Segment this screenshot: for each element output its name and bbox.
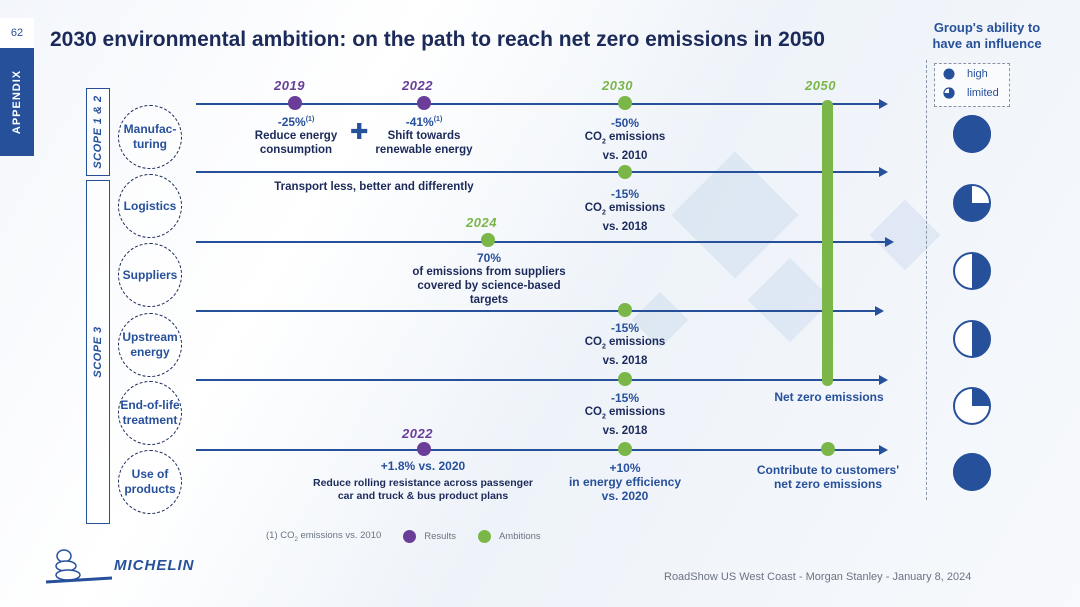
footnote: (1) CO2 emissions vs. 2010 Results Ambit… — [266, 530, 541, 543]
michelin-logo: MICHELIN — [44, 548, 216, 584]
influence-level-icon — [953, 252, 991, 290]
timeline-upstream — [196, 310, 876, 312]
influence-level-icon — [953, 115, 991, 153]
bibendum-icon — [45, 549, 113, 584]
section-label: APPENDIX — [11, 69, 23, 135]
footer-text: RoadShow US West Coast - Morgan Stanley … — [664, 571, 972, 583]
timeline-logistics — [196, 171, 880, 173]
arrow-head — [879, 99, 888, 109]
arrow-head — [879, 167, 888, 177]
influence-level-icon — [953, 387, 991, 425]
ambition-dot — [618, 372, 632, 386]
background-shape — [747, 257, 833, 343]
manufacturing-2019-label: -25%(1) Reduce energy consumption — [254, 115, 338, 156]
influence-level-icon — [953, 184, 991, 222]
influence-level-icon — [953, 453, 991, 491]
influence-title: Group's ability to have an influence — [932, 20, 1042, 51]
manufacturing-2022-label: -41%(1) Shift towards renewable energy — [375, 115, 473, 156]
result-dot — [417, 442, 431, 456]
ambition-dot — [481, 233, 495, 247]
year-2024: 2024 — [466, 215, 497, 230]
influence-legend: high limited — [934, 63, 1010, 107]
arrow-head — [879, 445, 888, 455]
arrow-head — [875, 306, 884, 316]
scope-3-label: SCOPE 3 — [92, 326, 104, 378]
ambitions-legend-dot — [477, 530, 491, 543]
suppliers-2024-label: 70% of emissions from suppliers covered … — [412, 251, 566, 306]
year-2030: 2030 — [602, 78, 633, 93]
legend-limited: limited — [967, 87, 999, 99]
plus-icon: ✚ — [350, 119, 369, 144]
use-2022-label: +1.8% vs. 2020 Reduce rolling resistance… — [312, 459, 533, 502]
logo-wordmark: MICHELIN — [114, 557, 195, 574]
footnote-text: (1) CO2 emissions vs. 2010 — [266, 530, 382, 543]
timeline-manufacturing — [196, 103, 880, 105]
logistics-desc: Transport less, better and differently — [274, 181, 474, 193]
contribute-label: Contribute to customers' net zero emissi… — [756, 463, 900, 491]
results-legend-label: Results — [424, 531, 456, 542]
influence-level-icon — [953, 320, 991, 358]
endoflife-2030-label: -15% CO2 emissions vs. 2018 — [584, 391, 666, 438]
category-manufacturing: Manufac- turing — [118, 105, 182, 169]
result-dot — [417, 96, 431, 110]
net-zero-label: Net zero emissions — [774, 390, 884, 404]
background-shape — [869, 199, 941, 271]
upstream-2030-label: -15% CO2 emissions vs. 2018 — [584, 321, 666, 368]
page-number: 62 — [0, 18, 34, 48]
limited-influence-icon — [943, 87, 955, 99]
ambitions-legend-label: Ambitions — [498, 531, 541, 542]
category-use-of-products: Use of products — [118, 450, 182, 514]
category-logistics: Logistics — [118, 174, 182, 238]
legend-high: high — [967, 68, 988, 80]
year-2022-use: 2022 — [402, 426, 433, 441]
arrow-head — [879, 375, 888, 385]
year-2019: 2019 — [274, 78, 305, 93]
ambition-dot — [821, 442, 835, 456]
net-zero-2050-bar — [822, 100, 833, 386]
influence-separator — [926, 60, 927, 500]
result-dot — [288, 96, 302, 110]
category-end-of-life: End-of-life treatment — [118, 381, 182, 445]
manufacturing-2030-label: -50% CO2 emissions vs. 2010 — [584, 116, 666, 163]
arrow-head — [885, 237, 894, 247]
logistics-2030-label: -15% CO2 emissions vs. 2018 — [584, 187, 666, 234]
category-upstream-energy: Upstream energy — [118, 313, 182, 377]
ambition-dot — [618, 442, 632, 456]
results-legend-dot — [403, 530, 417, 543]
timeline-end-of-life — [196, 379, 880, 381]
scope-1-2-label: SCOPE 1 & 2 — [92, 95, 104, 169]
timeline-use — [196, 449, 880, 451]
ambition-dot — [618, 165, 632, 179]
category-suppliers: Suppliers — [118, 243, 182, 307]
page-title: 2030 environmental ambition: on the path… — [50, 28, 825, 51]
use-2030-label: +10% in energy efficiency vs. 2020 — [568, 461, 682, 503]
year-2022: 2022 — [402, 78, 433, 93]
ambition-dot — [618, 303, 632, 317]
year-2050: 2050 — [805, 78, 836, 93]
scope-3-box: SCOPE 3 — [86, 180, 110, 524]
ambition-dot — [618, 96, 632, 110]
high-influence-icon — [943, 68, 955, 80]
section-tab: APPENDIX — [0, 48, 34, 156]
timeline-suppliers — [196, 241, 886, 243]
scope-1-2-box: SCOPE 1 & 2 — [86, 88, 110, 176]
